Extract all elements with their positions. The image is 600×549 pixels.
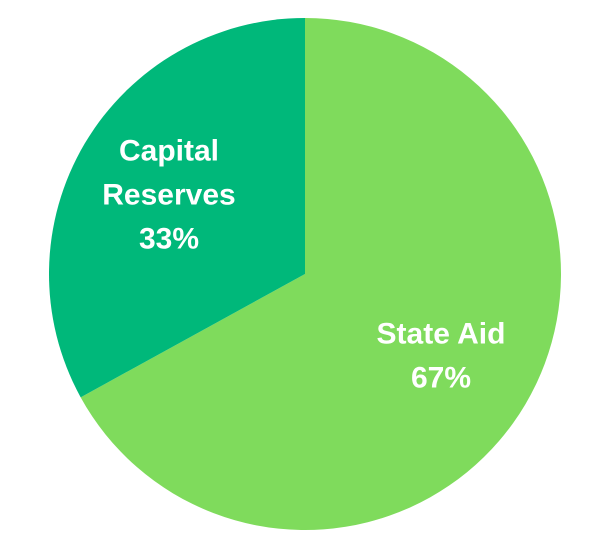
- pie-slices: [49, 18, 561, 530]
- pie-slice-capital-reserves: [49, 18, 306, 398]
- pie-slice-state-aid: [80, 18, 561, 530]
- pie-name-label: Capital: [119, 135, 219, 168]
- pie-value-label: 67%: [411, 361, 471, 394]
- pie-label-capital-reserves: Capital Reserves 33%: [102, 135, 235, 256]
- pie-labels: State Aid 67% Capital Reserves 33%: [102, 135, 505, 395]
- pie-name-label: State Aid: [377, 317, 506, 350]
- pie-label-state-aid: State Aid 67%: [377, 317, 506, 394]
- pie-name-label: Reserves: [102, 179, 235, 212]
- pie-value-label: 33%: [139, 223, 199, 256]
